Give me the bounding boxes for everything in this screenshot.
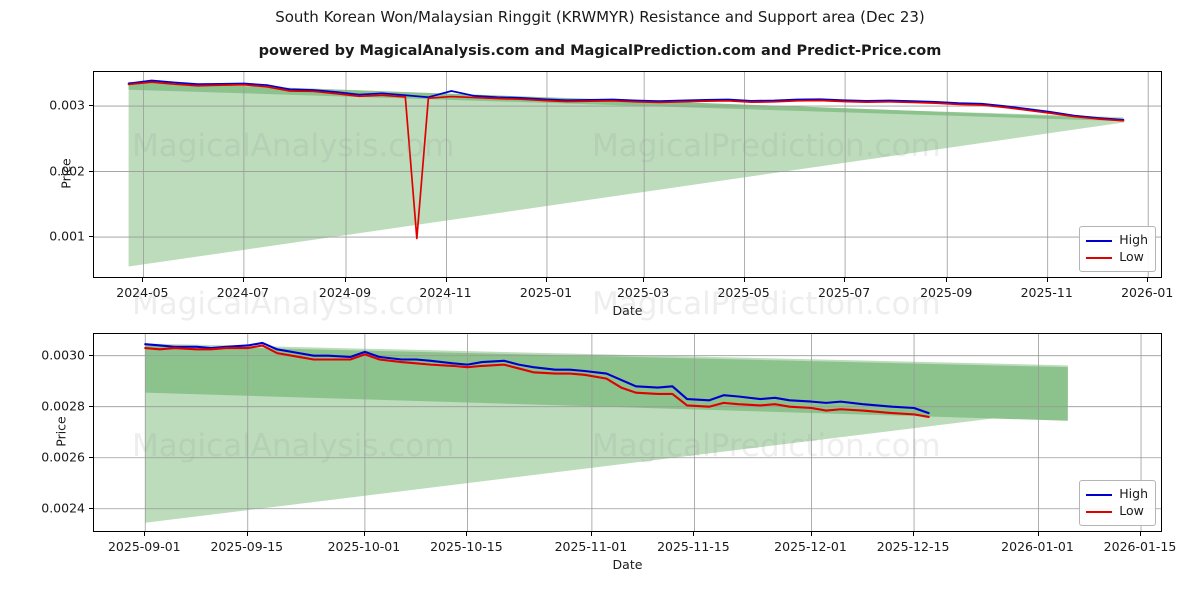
zoom-y-axis-label: Price <box>53 416 69 447</box>
x-tick-label: 2025-10-15 <box>430 539 503 554</box>
x-tick-mark <box>1140 532 1141 536</box>
series-line-low <box>144 344 930 418</box>
legend-swatch-low-icon <box>1086 256 1113 259</box>
y-tick-label: 0.0028 <box>41 398 85 414</box>
x-tick-label: 2026-01-15 <box>1103 539 1177 554</box>
y-tick-mark <box>89 354 93 356</box>
legend-item-low[interactable]: Low <box>1086 249 1148 266</box>
page-subtitle: powered by MagicalAnalysis.com and Magic… <box>258 43 942 59</box>
page-title: South Korean Won/Malaysian Ringgit (KRWM… <box>275 8 925 26</box>
x-tick-label: 2024-05 <box>116 285 169 300</box>
legend-item-high[interactable]: High <box>1086 486 1148 503</box>
x-tick-label: 2024-07 <box>216 285 270 300</box>
overview-plot-area <box>93 71 1162 278</box>
zoom-plot-svg <box>94 334 1161 531</box>
zoom-x-axis-label: Date <box>612 557 643 572</box>
y-tick-mark <box>89 170 93 172</box>
x-tick-label: 2024-09 <box>318 285 372 300</box>
y-tick-mark <box>89 456 93 458</box>
x-tick-mark <box>445 278 447 282</box>
y-tick-label: 0.0026 <box>41 449 85 465</box>
x-tick-mark <box>693 532 695 536</box>
x-tick-label: 2025-12-15 <box>876 539 950 554</box>
legend-item-low[interactable]: Low <box>1086 503 1148 520</box>
x-tick-mark <box>144 532 146 536</box>
legend-label: High <box>1119 232 1148 248</box>
x-tick-label: 2025-01 <box>519 285 573 300</box>
y-tick-mark <box>89 507 93 509</box>
y-tick-mark <box>89 236 93 238</box>
x-tick-mark <box>242 278 244 282</box>
zoom-legend[interactable]: High Low <box>1079 480 1156 526</box>
y-tick-label: 0.0030 <box>41 347 85 363</box>
x-tick-label: 2025-09 <box>920 285 973 300</box>
x-tick-label: 2024-11 <box>419 285 472 300</box>
y-tick-mark <box>89 105 93 107</box>
series-line-high <box>144 341 930 415</box>
x-tick-label: 2025-09-01 <box>107 539 181 554</box>
x-tick-label: 2025-11-15 <box>657 539 730 554</box>
legend-item-high[interactable]: High <box>1086 232 1148 249</box>
x-tick-mark <box>142 278 144 282</box>
x-tick-label: 2026-01-01 <box>1001 539 1074 554</box>
x-tick-mark <box>810 532 812 536</box>
legend-label: Low <box>1119 503 1144 519</box>
x-tick-label: 2025-10-01 <box>327 539 401 554</box>
legend-swatch-high-icon <box>1086 493 1113 496</box>
x-tick-mark <box>643 278 645 282</box>
x-tick-mark <box>590 532 592 536</box>
x-tick-mark <box>743 278 745 282</box>
x-tick-mark <box>546 278 547 282</box>
series-line-low <box>127 81 1125 240</box>
overview-chart: 0.001 0.002 0.003 2024-05 2024-07 2024-09 202… <box>49 71 1173 318</box>
x-tick-label: 2025-12-01 <box>774 539 847 554</box>
x-tick-mark <box>345 278 346 282</box>
x-tick-mark <box>946 278 948 282</box>
x-tick-mark <box>246 532 248 536</box>
overview-legend[interactable]: High Low <box>1079 226 1156 272</box>
legend-label: Low <box>1119 249 1144 265</box>
x-tick-label: 2025-11 <box>1020 285 1073 300</box>
legend-swatch-high-icon <box>1086 239 1113 242</box>
x-tick-mark <box>1046 278 1048 282</box>
overview-plot-svg <box>94 72 1161 277</box>
band-resistance-support-light <box>128 86 1124 267</box>
x-tick-mark <box>913 532 915 536</box>
x-tick-label: 2025-09-15 <box>210 539 284 554</box>
legend-label: High <box>1119 486 1148 502</box>
y-tick-label: 0.001 <box>49 228 85 244</box>
x-tick-label: 2025-03 <box>616 285 670 300</box>
x-tick-label: 2026-01 <box>1121 285 1174 300</box>
x-tick-label: 2025-05 <box>717 285 770 300</box>
overview-y-axis-label: Price <box>58 158 74 189</box>
legend-swatch-low-icon <box>1086 510 1113 513</box>
x-tick-mark <box>363 532 365 536</box>
x-tick-label: 2025-07 <box>817 285 871 300</box>
series-line-high <box>127 79 1125 121</box>
x-tick-mark <box>1147 278 1149 282</box>
zoom-plot-area <box>93 333 1162 532</box>
y-tick-label: 0.0024 <box>41 500 85 516</box>
y-tick-label: 0.002 <box>49 163 85 179</box>
x-tick-label: 2025-11-01 <box>554 539 628 554</box>
y-tick-label: 0.003 <box>49 97 85 113</box>
x-tick-mark <box>1037 532 1039 536</box>
overview-x-axis-label: Date <box>612 303 643 318</box>
x-tick-mark <box>844 278 846 282</box>
y-tick-mark <box>89 405 93 407</box>
zoom-chart: 0.0024 0.0026 0.0028 0.0030 2025-09-01 2025-… <box>41 333 1176 572</box>
x-tick-mark <box>466 532 468 536</box>
